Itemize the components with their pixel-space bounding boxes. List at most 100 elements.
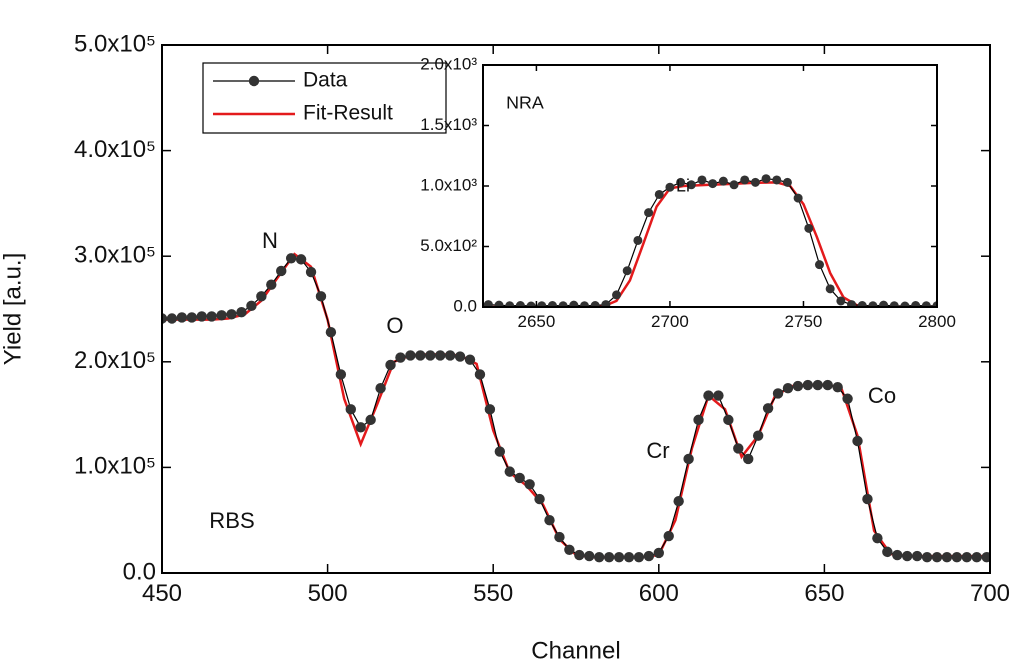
data-point bbox=[623, 551, 635, 563]
data-point bbox=[385, 359, 396, 371]
data-point bbox=[911, 550, 923, 562]
data-point bbox=[882, 546, 893, 558]
x-tick-label: 2800 bbox=[918, 312, 956, 331]
data-point bbox=[365, 414, 376, 426]
data-point bbox=[246, 300, 257, 312]
data-point bbox=[405, 350, 416, 361]
annotation: RBS bbox=[209, 508, 254, 533]
data-point bbox=[644, 208, 654, 218]
data-point bbox=[792, 380, 804, 392]
y-axis-title: Yield [a.u.] bbox=[0, 253, 26, 366]
y-tick-label: 2.0x10³ bbox=[420, 54, 477, 73]
data-point bbox=[931, 551, 943, 563]
data-point bbox=[474, 369, 486, 380]
data-point bbox=[266, 279, 277, 290]
data-point bbox=[713, 390, 724, 401]
data-point bbox=[812, 379, 823, 391]
legend: Data Fit-Result bbox=[202, 62, 447, 134]
x-tick-label: 700 bbox=[970, 580, 1010, 607]
x-tick-label: 450 bbox=[142, 580, 182, 607]
data-point bbox=[612, 290, 622, 300]
data-point bbox=[892, 549, 903, 561]
x-tick-label: 650 bbox=[804, 580, 844, 607]
data-point bbox=[206, 311, 217, 322]
data-point bbox=[971, 551, 982, 563]
data-point bbox=[176, 312, 188, 323]
data-point bbox=[814, 260, 824, 270]
data-point bbox=[216, 310, 227, 321]
data-point bbox=[663, 530, 674, 542]
data-point bbox=[686, 180, 696, 190]
data-point bbox=[847, 300, 857, 307]
data-point bbox=[256, 291, 267, 302]
data-point bbox=[825, 284, 835, 294]
data-point bbox=[514, 472, 525, 484]
data-point bbox=[435, 350, 446, 361]
data-point bbox=[295, 254, 307, 265]
data-point bbox=[921, 301, 931, 307]
y-tick-label: 5.0x10⁵ bbox=[74, 30, 156, 57]
y-tick-label: 2.0x10⁵ bbox=[74, 347, 156, 374]
series-group bbox=[483, 174, 937, 307]
data-point bbox=[743, 453, 754, 465]
data-point bbox=[750, 177, 760, 187]
data-point bbox=[643, 550, 655, 562]
data-point bbox=[782, 177, 792, 187]
data-point bbox=[236, 306, 247, 318]
y-tick-label: 0.0 bbox=[123, 558, 156, 585]
data-point bbox=[534, 493, 545, 505]
data-point bbox=[505, 301, 515, 307]
data-point bbox=[574, 549, 585, 561]
data-point bbox=[676, 177, 686, 187]
data-point bbox=[515, 301, 525, 307]
x-tick-label: 2650 bbox=[517, 312, 555, 331]
data-point bbox=[415, 350, 426, 361]
y-tick-label: 1.0x10³ bbox=[420, 175, 477, 194]
data-point bbox=[483, 300, 493, 307]
data-point bbox=[832, 381, 843, 393]
data-point bbox=[723, 414, 734, 426]
data-point bbox=[285, 253, 297, 264]
x-tick-label: 2750 bbox=[785, 312, 823, 331]
data-point bbox=[941, 551, 953, 563]
data-point bbox=[544, 515, 555, 526]
data-point bbox=[395, 352, 406, 363]
data-point bbox=[729, 180, 739, 190]
data-point bbox=[857, 301, 867, 307]
data-point bbox=[836, 296, 846, 306]
data-point bbox=[752, 430, 764, 441]
data-point bbox=[355, 422, 366, 433]
data-point bbox=[703, 390, 714, 401]
data-point bbox=[335, 369, 347, 380]
data-point bbox=[454, 351, 466, 362]
y-tick-label: 1.5x10³ bbox=[420, 115, 477, 134]
data-point bbox=[569, 300, 579, 307]
data-point bbox=[547, 301, 557, 307]
data-point bbox=[665, 182, 675, 192]
data-point bbox=[772, 175, 782, 185]
data-point bbox=[697, 175, 707, 185]
data-point bbox=[494, 446, 506, 457]
legend-label: Fit-Result bbox=[303, 102, 393, 125]
x-tick-label: 2700 bbox=[651, 312, 689, 331]
data-point bbox=[804, 223, 814, 233]
data-point bbox=[504, 466, 515, 477]
annotation: Li bbox=[676, 176, 690, 196]
y-tick-label: 3.0x10⁵ bbox=[74, 242, 156, 269]
annotation: Co bbox=[868, 383, 896, 408]
data-point bbox=[622, 266, 632, 276]
data-point bbox=[444, 350, 456, 361]
annotation: N bbox=[262, 228, 278, 253]
data-point bbox=[862, 493, 873, 505]
data-point bbox=[761, 174, 771, 184]
data-point bbox=[603, 551, 615, 563]
data-point bbox=[852, 435, 863, 447]
data-point bbox=[425, 350, 436, 361]
plot: 2650 2700 2750 2800 0.0 5.0x10² 1.0x10³ 1.5x10³… bbox=[420, 54, 956, 330]
data-point bbox=[673, 495, 684, 507]
data-point bbox=[802, 379, 814, 391]
data-point bbox=[276, 265, 287, 277]
y-tick-label: 0.0 bbox=[453, 296, 477, 315]
data-point bbox=[345, 404, 356, 415]
data-point bbox=[921, 551, 933, 563]
